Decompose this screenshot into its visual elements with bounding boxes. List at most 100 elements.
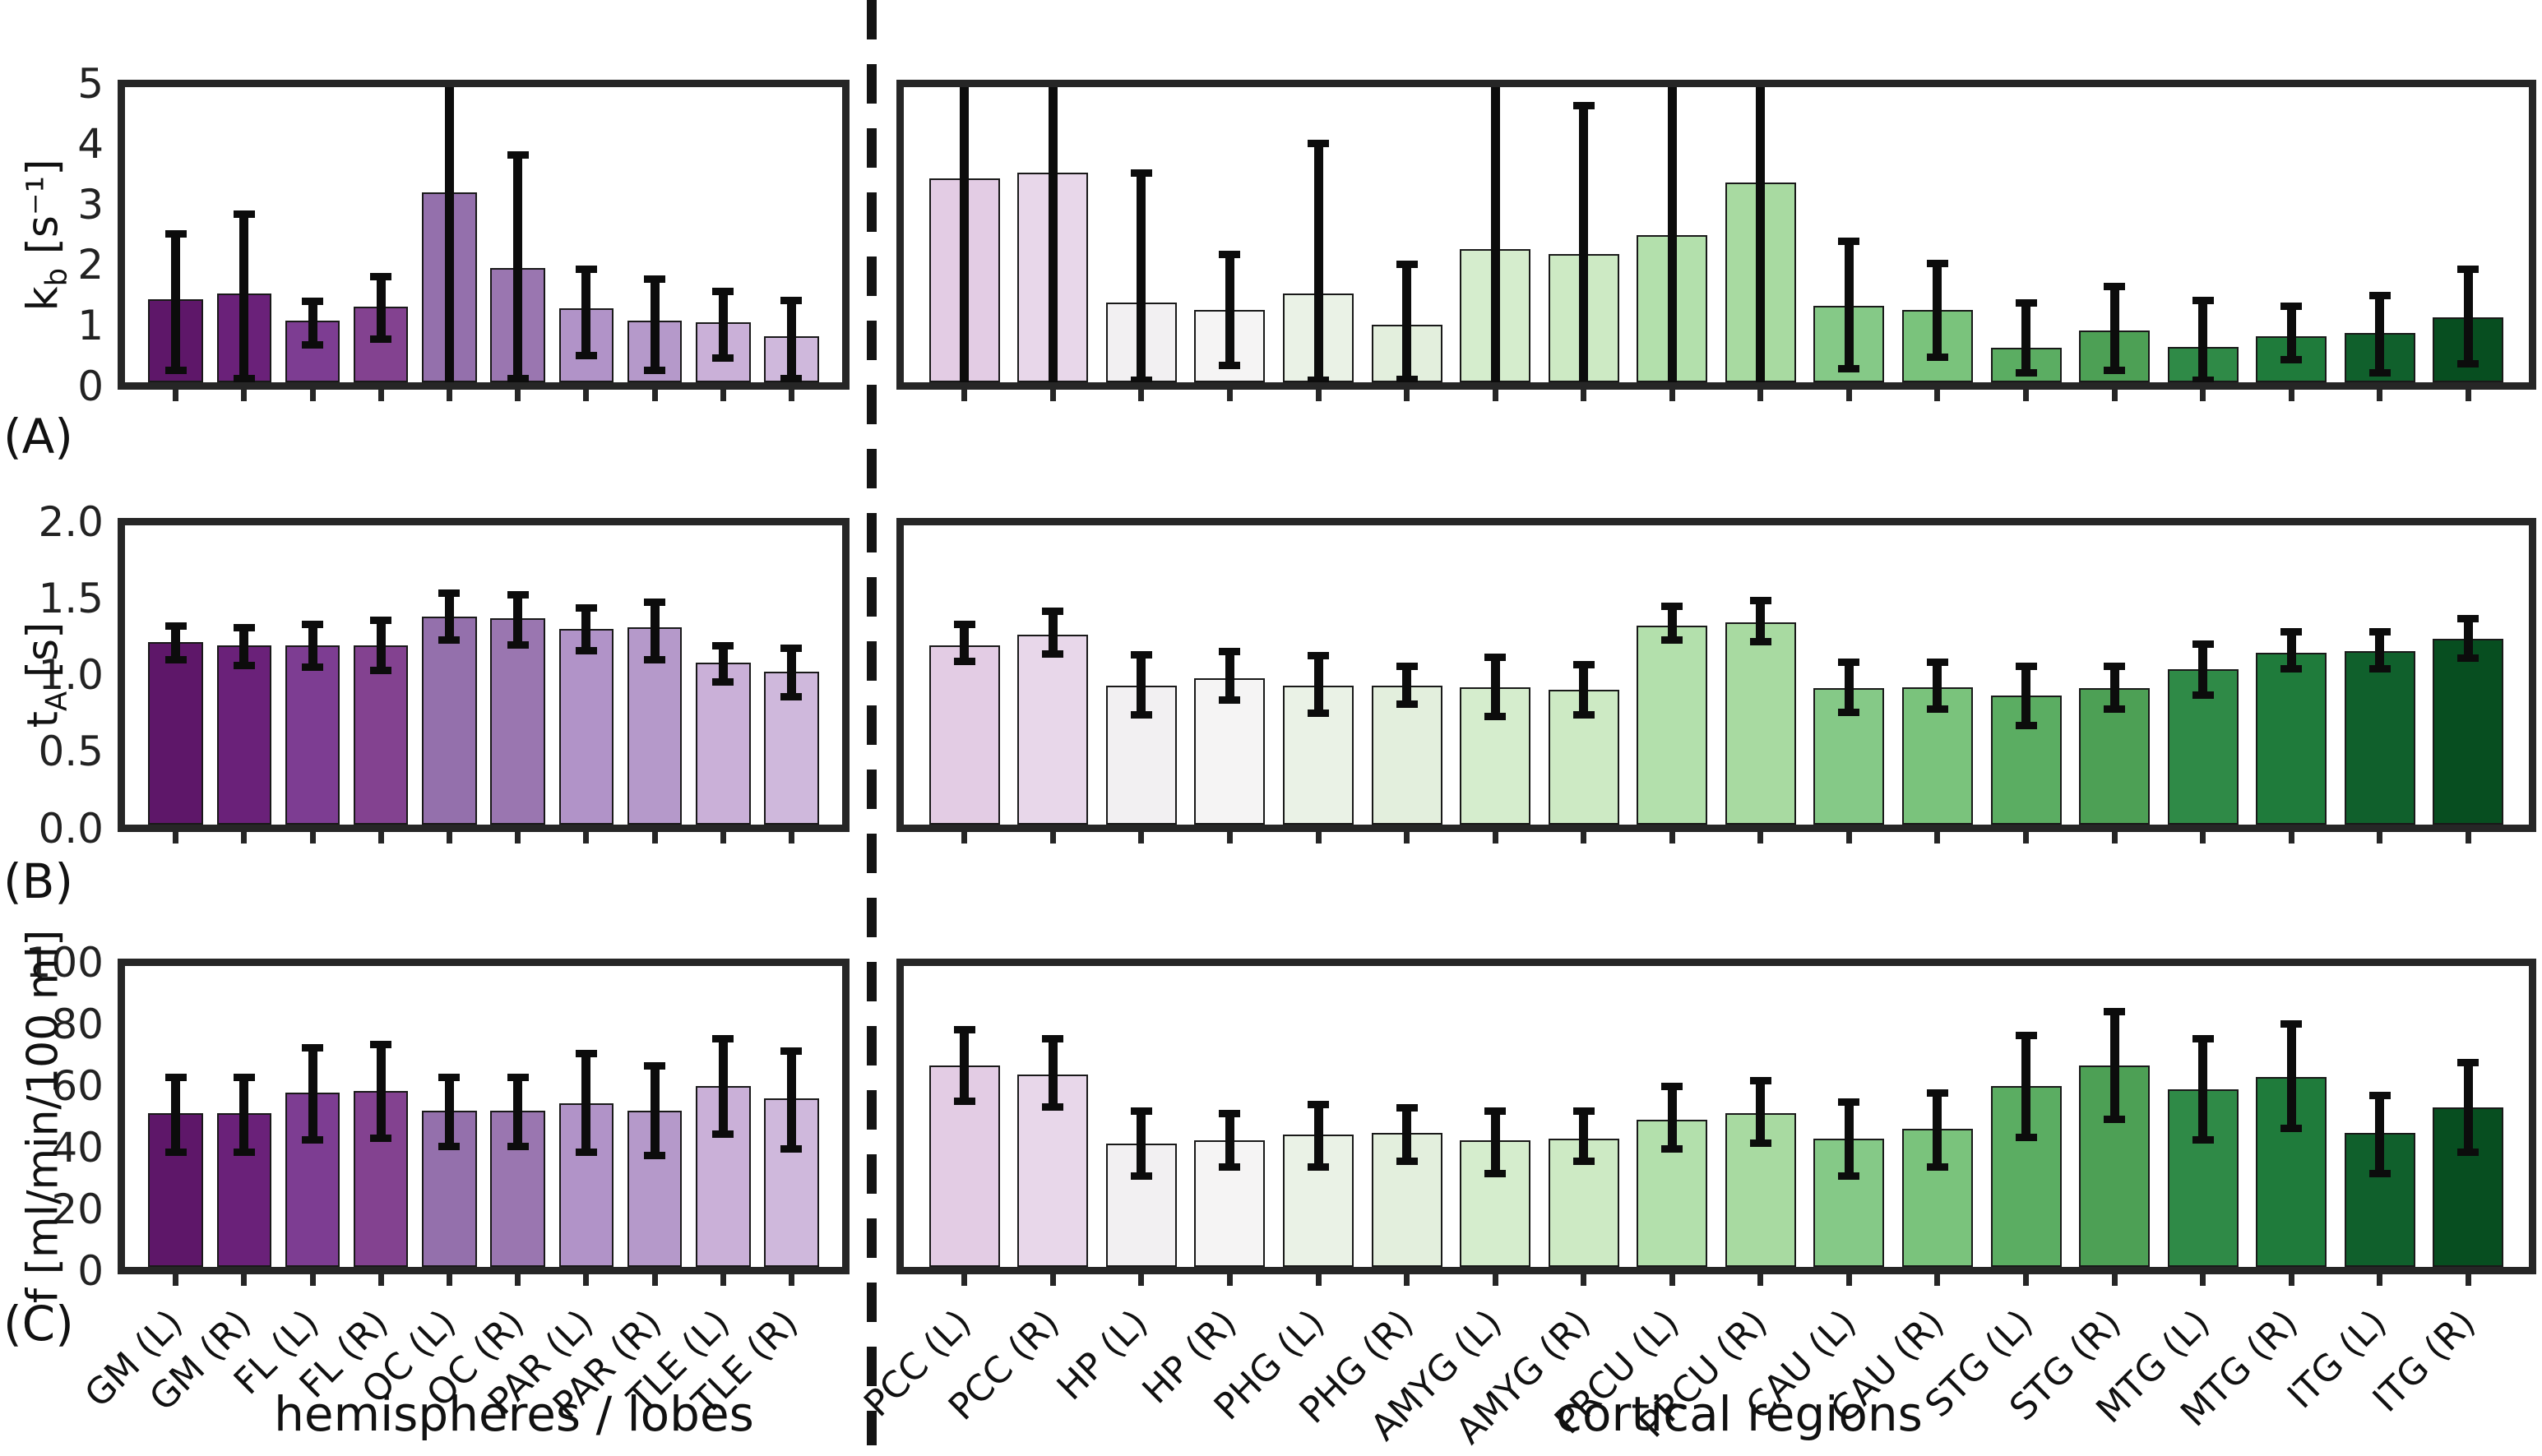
x-tick-mark (2288, 388, 2294, 401)
x-tick-mark (720, 388, 726, 401)
bar-slot (1186, 966, 1275, 1267)
bar-slot (415, 87, 484, 382)
y-tick-label: 100 (25, 938, 104, 987)
error-bar (2368, 1092, 2391, 1177)
x-tick-slot (141, 388, 210, 403)
error-bar-cap-top (2368, 628, 2391, 636)
x-tick-mark (377, 388, 384, 401)
x-tick-slot (1186, 830, 1275, 845)
error-bar-cap-top (233, 210, 255, 218)
bar-slot (757, 87, 826, 382)
x-tick-slot (1893, 388, 1982, 403)
error-bar (1396, 663, 1418, 709)
error-bar-cap-bottom (302, 341, 323, 349)
error-bar (1484, 654, 1507, 720)
error-bar-cap-top (1219, 647, 1241, 655)
error-bar-cap-bottom (1661, 1145, 1683, 1153)
error-bar-cap-top (507, 590, 529, 599)
error-bar-cap-top (1749, 1077, 1771, 1085)
x-tick-mark (961, 1273, 968, 1286)
error-bar (953, 621, 975, 665)
x-tick-mark (1226, 830, 1233, 844)
error-bar-cap-bottom (1484, 1169, 1507, 1177)
x-tick-slot (2424, 1273, 2513, 1287)
x-tick-mark (583, 1273, 590, 1286)
error-bar-cap-bottom (644, 366, 666, 374)
x-tick-slot (484, 830, 552, 845)
x-tick-slot (278, 388, 346, 403)
error-bar-cap-bottom (1396, 376, 1418, 382)
error-bar (1484, 1107, 1507, 1177)
error-bar (1661, 1083, 1683, 1153)
y-tick-label: 60 (51, 1061, 104, 1110)
x-tick-row (896, 1273, 2536, 1287)
error-bar (507, 590, 529, 649)
error-bar-cap-bottom (1572, 711, 1595, 719)
x-tick-slot (1893, 1273, 1982, 1287)
x-tick-mark (651, 1273, 658, 1286)
error-bar (1130, 650, 1152, 719)
bar-slot (689, 966, 757, 1267)
x-tick-slot (141, 830, 210, 845)
error-bar (302, 1043, 323, 1144)
error-bar-cap-top (507, 1074, 529, 1082)
error-bar-cap-bottom (233, 662, 255, 670)
x-tick-slot (347, 1273, 415, 1287)
bar-slot (2424, 525, 2513, 825)
x-tick-mark (1757, 388, 1764, 401)
error-bar (370, 1041, 392, 1143)
x-tick-slot (1009, 388, 1098, 403)
error-bar (712, 287, 734, 363)
bar-slot (1716, 966, 1805, 1267)
x-tick-mark (961, 388, 968, 401)
bar-slot (415, 966, 484, 1267)
error-bar-cap-top (1838, 237, 1860, 245)
error-bar (644, 275, 666, 374)
x-tick-mark (788, 388, 794, 401)
bar-slot (920, 525, 1009, 825)
x-tick-mark (788, 830, 794, 844)
x-tick-slot (2159, 388, 2248, 403)
error-bar (2280, 302, 2303, 363)
x-tick-mark (1404, 388, 1410, 401)
x-tick-slot (347, 388, 415, 403)
x-tick-mark (173, 830, 179, 844)
error-bar (2280, 628, 2303, 673)
x-tick-slot (484, 388, 552, 403)
bar-slot (1097, 966, 1186, 1267)
x-tick-mark (446, 830, 452, 844)
error-bar-cap-top (370, 272, 392, 280)
error-bar (2104, 1007, 2126, 1123)
x-tick-slot (1363, 1273, 1452, 1287)
x-tick-slot (1982, 830, 2071, 845)
x-tick-slot (210, 830, 278, 845)
error-bar-cap-bottom (2457, 1148, 2479, 1156)
x-tick-mark (583, 388, 590, 401)
x-tick-mark (651, 388, 658, 401)
x-tick-slot (2336, 830, 2424, 845)
x-tick-mark (515, 1273, 521, 1286)
error-bar-cap-bottom (302, 1136, 323, 1144)
error-bar-cap-bottom (2104, 705, 2126, 713)
error-bar (2015, 663, 2037, 729)
error-bar-cap-bottom (1926, 353, 1948, 361)
x-tick-mark (2377, 388, 2383, 401)
error-bar-cap-top (2368, 291, 2391, 299)
error-bar-cap-bottom (575, 1148, 597, 1156)
bar-slot (210, 525, 278, 825)
error-bar-cap-bottom (2015, 721, 2037, 729)
error-bar (712, 1034, 734, 1138)
error-bar (780, 645, 803, 701)
bar-slot (1628, 966, 1717, 1267)
x-tick-slot (210, 1273, 278, 1287)
x-tick-slot (1628, 830, 1717, 845)
error-bar-cap-top (644, 1061, 666, 1070)
error-bar-cap-top (2104, 663, 2126, 671)
error-bar-cap-top (780, 296, 803, 304)
error-bar-cap-top (1308, 1101, 1330, 1109)
bar-slot (1982, 525, 2071, 825)
error-bar-cap-bottom (233, 375, 255, 382)
error-bar-cap-top (1219, 1110, 1241, 1118)
panel-divider-dashed-line (867, 0, 877, 1445)
error-bar-cap-bottom (233, 1148, 255, 1156)
